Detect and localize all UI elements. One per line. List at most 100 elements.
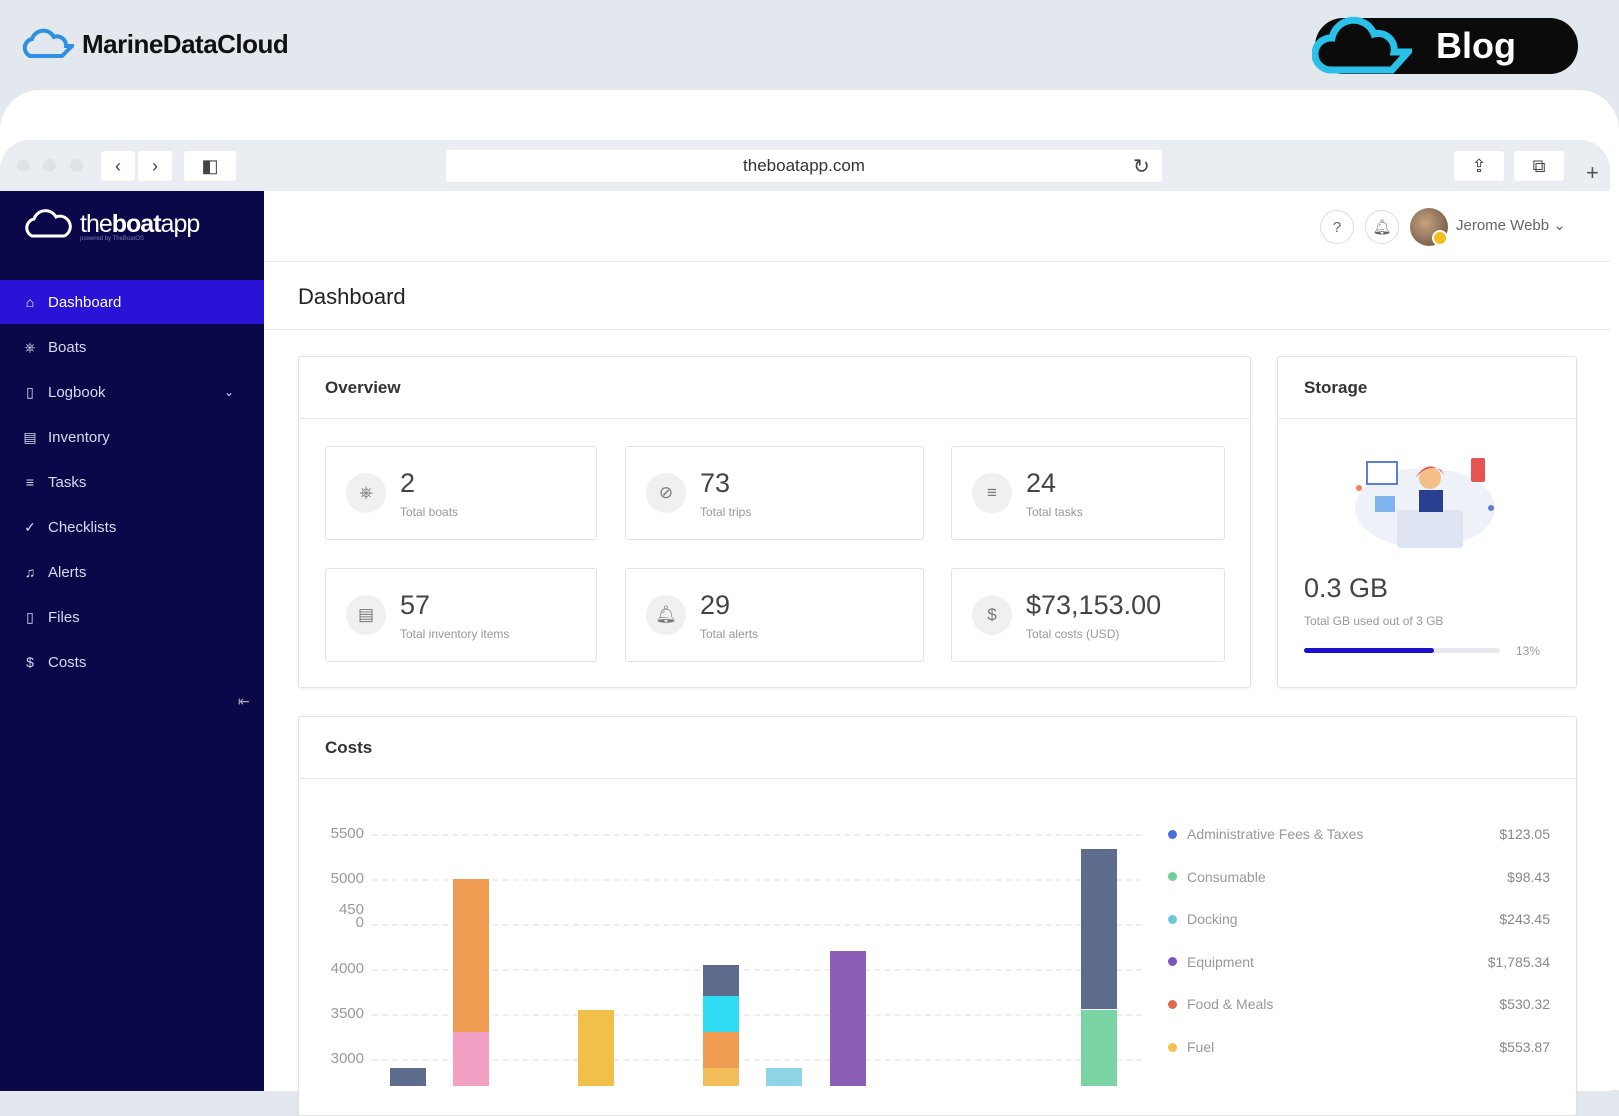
window-minimize-button[interactable] (43, 159, 56, 172)
stat-card[interactable]: ≡ 24 Total tasks (951, 446, 1225, 540)
stat-label: Total alerts (700, 626, 759, 641)
bar-segment[interactable] (453, 1032, 489, 1086)
legend-item[interactable]: Equipment $1,785.34 (1168, 954, 1550, 970)
legend-item[interactable]: Docking $243.45 (1168, 911, 1550, 927)
legend-value: $530.32 (1499, 996, 1550, 1013)
storage-percent: 13% (1516, 644, 1541, 658)
bar-segment[interactable] (830, 951, 866, 1086)
check-circle-icon: ✓ (24, 518, 36, 535)
sidebar-item-logbook[interactable]: ▯ Logbook ⌄ (0, 370, 264, 414)
dollar-icon: $ (972, 595, 1012, 635)
sidebar-item-checklists[interactable]: ✓ Checklists (0, 505, 264, 549)
sidebar-toggle-button[interactable]: ◧ (184, 151, 236, 181)
boat-wheel-icon: ⎈ (346, 473, 386, 513)
boat-wheel-icon: ⎈ (24, 338, 36, 355)
sidebar-item-label: Alerts (48, 563, 87, 581)
sidebar-item-label: Files (48, 608, 80, 626)
tabs-icon: ⧉ (1532, 155, 1546, 176)
window-maximize-button[interactable] (70, 159, 83, 172)
blog-cloud-icon (1312, 16, 1412, 74)
share-button[interactable]: ⇪ (1454, 151, 1504, 181)
legend-item[interactable]: Food & Meals $530.32 (1168, 996, 1550, 1012)
sidebar-item-files[interactable]: ▯ Files (0, 595, 264, 639)
dollar-icon: $ (26, 654, 34, 670)
theboatapp-logo[interactable]: theboatapp (22, 208, 200, 240)
overview-title: Overview (325, 378, 401, 397)
stat-card[interactable]: 🔔︎ 29 Total alerts (625, 568, 924, 662)
tabs-button[interactable]: ⧉ (1514, 151, 1564, 181)
sidebar-item-label: Logbook (48, 383, 106, 401)
y-tick-label: 5000 (330, 870, 364, 887)
share-icon: ⇪ (1471, 155, 1487, 176)
legend-label: Food & Meals (1187, 996, 1274, 1013)
sidebar-item-costs[interactable]: $ Costs (0, 640, 264, 684)
bar-segment[interactable] (703, 1032, 739, 1068)
sidebar-item-label: Tasks (48, 473, 87, 491)
inventory-icon: ▤ (346, 595, 386, 635)
stat-value: 2 (400, 467, 416, 498)
stat-label: Total costs (USD) (1026, 626, 1120, 641)
sidebar-item-inventory[interactable]: ▤ Inventory (0, 415, 264, 459)
window-close-button[interactable] (17, 159, 30, 172)
bar-segment[interactable] (703, 964, 739, 996)
stat-card[interactable]: $ $73,153.00 Total costs (USD) (951, 568, 1225, 662)
sidebar-item-label: Dashboard (48, 293, 122, 311)
stat-label: Total tasks (1026, 504, 1083, 519)
gridline (372, 1059, 1142, 1061)
bar-segment[interactable] (578, 1009, 614, 1086)
reload-icon[interactable]: ↻ (1133, 156, 1150, 178)
stat-card[interactable]: ▤ 57 Total inventory items (325, 568, 597, 662)
sidebar-item-boats[interactable]: ⎈ Boats (0, 325, 264, 369)
bar-segment[interactable] (766, 1068, 802, 1086)
storage-label: Total GB used out of 3 GB (1304, 614, 1444, 628)
stat-card[interactable]: ⎈ 2 Total boats (325, 446, 597, 540)
sidebar-item-alerts[interactable]: ♫ Alerts (0, 550, 264, 594)
y-tick-label: 3000 (330, 1050, 364, 1067)
legend-item[interactable]: Administrative Fees & Taxes $123.05 (1168, 826, 1550, 842)
forward-button[interactable]: › (138, 151, 172, 181)
legend-value: $98.43 (1507, 868, 1550, 885)
blog-button[interactable]: Blog (1315, 18, 1578, 74)
logo-subtitle: powered by TheBoatOS (80, 236, 144, 242)
stat-card[interactable]: ⊘ 73 Total trips (625, 446, 924, 540)
divider (1278, 418, 1576, 419)
back-button[interactable]: ‹ (101, 151, 135, 181)
stat-value: 24 (1026, 467, 1057, 498)
user-menu[interactable]: Jerome Webb ⌄ (1456, 216, 1566, 234)
marinedatacloud-logo[interactable]: MarineDataCloud (20, 28, 289, 60)
brand-name: MarineDataCloud (82, 28, 289, 59)
bar-segment[interactable] (703, 1068, 739, 1086)
storage-progress-bar (1304, 648, 1500, 653)
bar-segment[interactable] (390, 1068, 426, 1086)
address-bar[interactable]: theboatapp.com (446, 150, 1162, 182)
storage-title: Storage (1304, 378, 1368, 397)
bar-segment[interactable] (703, 996, 739, 1032)
sidebar-item-label: Costs (48, 653, 87, 671)
sidebar-item-dashboard[interactable]: ⌂ Dashboard (0, 280, 264, 324)
legend-value: $243.45 (1499, 911, 1550, 928)
legend-item[interactable]: Fuel $553.87 (1168, 1039, 1550, 1055)
stat-value: 57 (400, 589, 431, 620)
legend-label: Fuel (1187, 1039, 1215, 1055)
stat-label: Total trips (700, 504, 752, 519)
stat-label: Total boats (400, 504, 459, 519)
help-button[interactable]: ? (1320, 210, 1354, 244)
bar-segment[interactable] (453, 879, 489, 1032)
gridline (372, 924, 1142, 926)
chevron-down-icon: ⌄ (223, 385, 234, 399)
legend-label: Equipment (1187, 953, 1254, 970)
divider (264, 329, 1610, 330)
book-icon: ▯ (26, 383, 34, 400)
home-icon: ⌂ (25, 294, 35, 310)
new-tab-icon[interactable]: + (1586, 160, 1599, 185)
sidebar-item-label: Inventory (48, 428, 110, 446)
costs-card (298, 716, 1577, 1116)
bar-segment[interactable] (1081, 1009, 1117, 1086)
sidebar-item-tasks[interactable]: ≡ Tasks (0, 460, 264, 504)
bell-icon: 🔔︎ (1372, 219, 1392, 236)
storage-value: 0.3 GB (1304, 573, 1389, 603)
notifications-button[interactable]: 🔔︎ (1365, 210, 1399, 244)
bar-segment[interactable] (1081, 849, 1117, 1010)
legend-item[interactable]: Consumable $98.43 (1168, 869, 1550, 885)
collapse-sidebar-icon[interactable]: ⇤ (238, 693, 250, 709)
